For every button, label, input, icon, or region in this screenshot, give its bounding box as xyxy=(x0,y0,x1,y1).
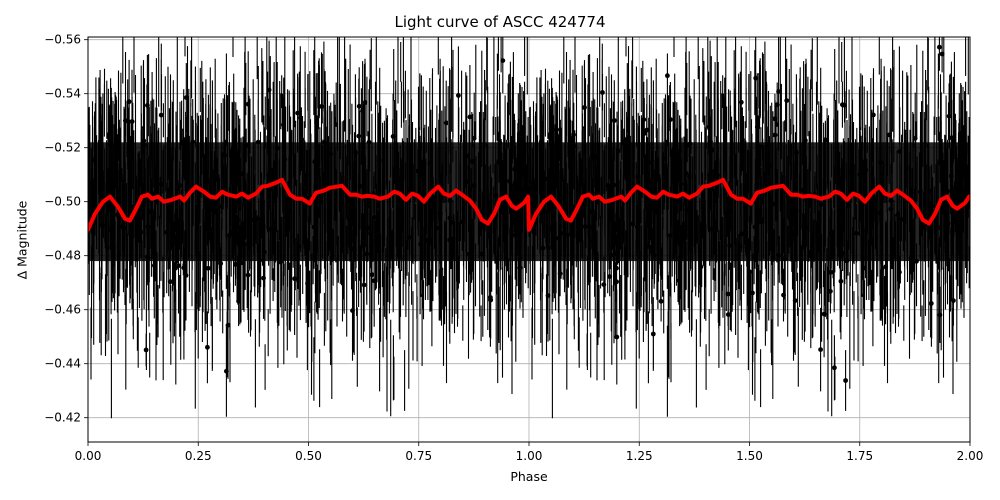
observation-points xyxy=(91,44,969,383)
model-curve xyxy=(88,177,970,232)
y-axis-ticks: −0.56 −0.54 −0.52 −0.50 −0.48 −0.46 −0.44 −0.42 xyxy=(44,33,88,425)
x-axis-ticks: 0.00 0.25 0.50 0.75 1.00 1.25 1.50 1.75 2.00 xyxy=(75,442,984,463)
x-tick-label: 0.00 xyxy=(75,449,102,463)
y-tick-label: −0.52 xyxy=(44,141,81,155)
y-tick-label: −0.54 xyxy=(44,87,81,101)
x-axis-label: Phase xyxy=(510,469,548,484)
y-tick-label: −0.56 xyxy=(44,33,81,47)
x-tick-label: 0.50 xyxy=(295,449,322,463)
x-tick-label: 0.75 xyxy=(405,449,432,463)
y-tick-label: −0.44 xyxy=(44,357,81,371)
y-tick-label: −0.46 xyxy=(44,303,81,317)
x-tick-label: 1.00 xyxy=(516,449,543,463)
y-tick-label: −0.50 xyxy=(44,195,81,209)
x-tick-label: 1.25 xyxy=(626,449,653,463)
chart-title: Light curve of ASCC 424774 xyxy=(394,13,606,31)
x-tick-label: 0.25 xyxy=(185,449,212,463)
y-tick-label: −0.48 xyxy=(44,249,81,263)
x-tick-label: 1.75 xyxy=(846,449,873,463)
y-tick-label: −0.42 xyxy=(44,411,81,425)
x-tick-label: 2.00 xyxy=(957,449,984,463)
x-tick-label: 1.50 xyxy=(736,449,763,463)
